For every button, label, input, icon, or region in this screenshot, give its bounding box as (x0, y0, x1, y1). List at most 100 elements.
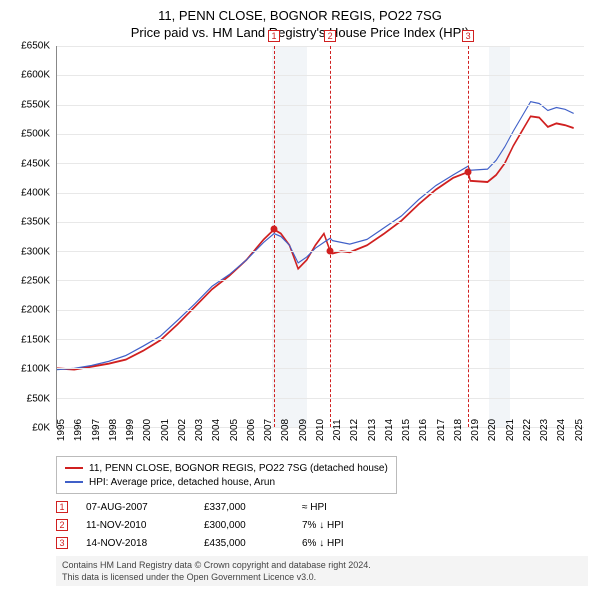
legend-item: HPI: Average price, detached house, Arun (65, 475, 388, 489)
gridline-h (57, 193, 584, 194)
event-price: £435,000 (204, 538, 284, 549)
y-tick-label: £150K (21, 334, 50, 345)
gridline-h (57, 75, 584, 76)
y-tick-label: £600K (21, 70, 50, 81)
x-tick-label: 2012 (349, 419, 360, 441)
event-dot (271, 226, 278, 233)
x-tick-label: 1998 (108, 419, 119, 441)
legend: 11, PENN CLOSE, BOGNOR REGIS, PO22 7SG (… (56, 456, 397, 494)
series-hpi (57, 102, 574, 370)
x-tick-label: 2005 (229, 419, 240, 441)
gridline-h (57, 222, 584, 223)
event-marker-box: 2 (324, 30, 336, 42)
x-tick-label: 2006 (246, 419, 257, 441)
x-tick-label: 2002 (177, 419, 188, 441)
x-tick-label: 2017 (436, 419, 447, 441)
event-marker-box: 3 (462, 30, 474, 42)
event-row: 314-NOV-2018£435,0006% ↓ HPI (56, 534, 588, 552)
event-delta: 7% ↓ HPI (302, 520, 382, 531)
gridline-h (57, 46, 584, 47)
event-line (274, 46, 275, 427)
x-tick-label: 2015 (401, 419, 412, 441)
y-tick-label: £350K (21, 217, 50, 228)
chart-area: £0K £50K £100K £150K £200K £250K £300K £350K £40… (12, 46, 588, 450)
event-line (330, 46, 331, 427)
x-tick-label: 2009 (298, 419, 309, 441)
x-tick-label: 1995 (56, 419, 67, 441)
events-table: 1 07-AUG-2007 £337,000 ≈ HPI 2 11-NOV-2010 £30… (56, 498, 588, 552)
legend-label: 11, PENN CLOSE, BOGNOR REGIS, PO22 7SG (… (89, 463, 388, 474)
event-dot (465, 169, 472, 176)
legend-label: HPI: Average price, detached house, Arun (89, 477, 275, 488)
event-date: 14-NOV-2018 (86, 538, 186, 549)
gridline-h (57, 134, 584, 135)
x-tick-label: 2004 (211, 419, 222, 441)
y-tick-label: £100K (21, 364, 50, 375)
x-tick-label: 1997 (91, 419, 102, 441)
gridline-h (57, 398, 584, 399)
title-area: 11, PENN CLOSE, BOGNOR REGIS, PO22 7SG P… (12, 8, 588, 40)
y-tick-label: £300K (21, 246, 50, 257)
event-delta: 6% ↓ HPI (302, 538, 382, 549)
y-tick-label: £650K (21, 41, 50, 52)
x-tick-label: 2021 (505, 419, 516, 441)
line-series-svg (57, 46, 584, 427)
gridline-h (57, 163, 584, 164)
event-row: 1 07-AUG-2007 £337,000 ≈ HPI (56, 498, 588, 516)
x-tick-label: 2013 (367, 419, 378, 441)
event-dot (327, 248, 334, 255)
legend-item: 11, PENN CLOSE, BOGNOR REGIS, PO22 7SG (… (65, 461, 388, 475)
x-tick-label: 1996 (73, 419, 84, 441)
x-tick-label: 1999 (125, 419, 136, 441)
y-tick-label: £0K (32, 423, 50, 434)
x-tick-label: 2025 (574, 419, 585, 441)
x-tick-label: 2007 (263, 419, 274, 441)
event-date: 11-NOV-2010 (86, 520, 186, 531)
event-price: £337,000 (204, 502, 284, 513)
y-tick-label: £200K (21, 305, 50, 316)
y-tick-label: £500K (21, 129, 50, 140)
x-tick-label: 2024 (556, 419, 567, 441)
y-tick-label: £50K (27, 393, 50, 404)
event-price: £300,000 (204, 520, 284, 531)
event-number-box: 1 (56, 501, 68, 513)
y-axis: £0K£50K£100K£150K£200K£250K£300K£350K£40… (12, 46, 54, 428)
gridline-h (57, 105, 584, 106)
y-tick-label: £400K (21, 187, 50, 198)
chart-title: 11, PENN CLOSE, BOGNOR REGIS, PO22 7SG (12, 8, 588, 23)
chart-subtitle: Price paid vs. HM Land Registry's House … (12, 25, 588, 40)
series-price_paid (57, 116, 574, 369)
footer-line: Contains HM Land Registry data © Crown c… (62, 559, 582, 571)
event-marker-box: 1 (268, 30, 280, 42)
attribution-footer: Contains HM Land Registry data © Crown c… (56, 556, 588, 586)
event-delta: ≈ HPI (302, 502, 382, 513)
gridline-h (57, 280, 584, 281)
plot-area: 123 (56, 46, 584, 428)
event-row: 2 11-NOV-2010 £300,000 7% ↓ HPI (56, 516, 588, 534)
gridline-h (57, 339, 584, 340)
gridline-h (57, 368, 584, 369)
footer-line: This data is licensed under the Open Gov… (62, 571, 582, 583)
event-date: 07-AUG-2007 (86, 502, 186, 513)
x-tick-label: 2018 (453, 419, 464, 441)
legend-swatch (65, 481, 83, 483)
x-tick-label: 2001 (160, 419, 171, 441)
x-tick-label: 2022 (522, 419, 533, 441)
x-tick-label: 2003 (194, 419, 205, 441)
x-tick-label: 2000 (142, 419, 153, 441)
chart-container: 11, PENN CLOSE, BOGNOR REGIS, PO22 7SG P… (0, 0, 600, 590)
x-tick-label: 2023 (539, 419, 550, 441)
y-tick-label: £550K (21, 99, 50, 110)
x-tick-label: 2016 (418, 419, 429, 441)
event-line (468, 46, 469, 427)
legend-swatch (65, 467, 83, 469)
y-tick-label: £250K (21, 276, 50, 287)
x-tick-label: 2020 (487, 419, 498, 441)
x-tick-label: 2008 (280, 419, 291, 441)
event-number-box: 2 (56, 519, 68, 531)
x-tick-label: 2010 (315, 419, 326, 441)
x-tick-label: 2011 (332, 419, 343, 441)
y-tick-label: £450K (21, 158, 50, 169)
gridline-h (57, 310, 584, 311)
gridline-h (57, 251, 584, 252)
